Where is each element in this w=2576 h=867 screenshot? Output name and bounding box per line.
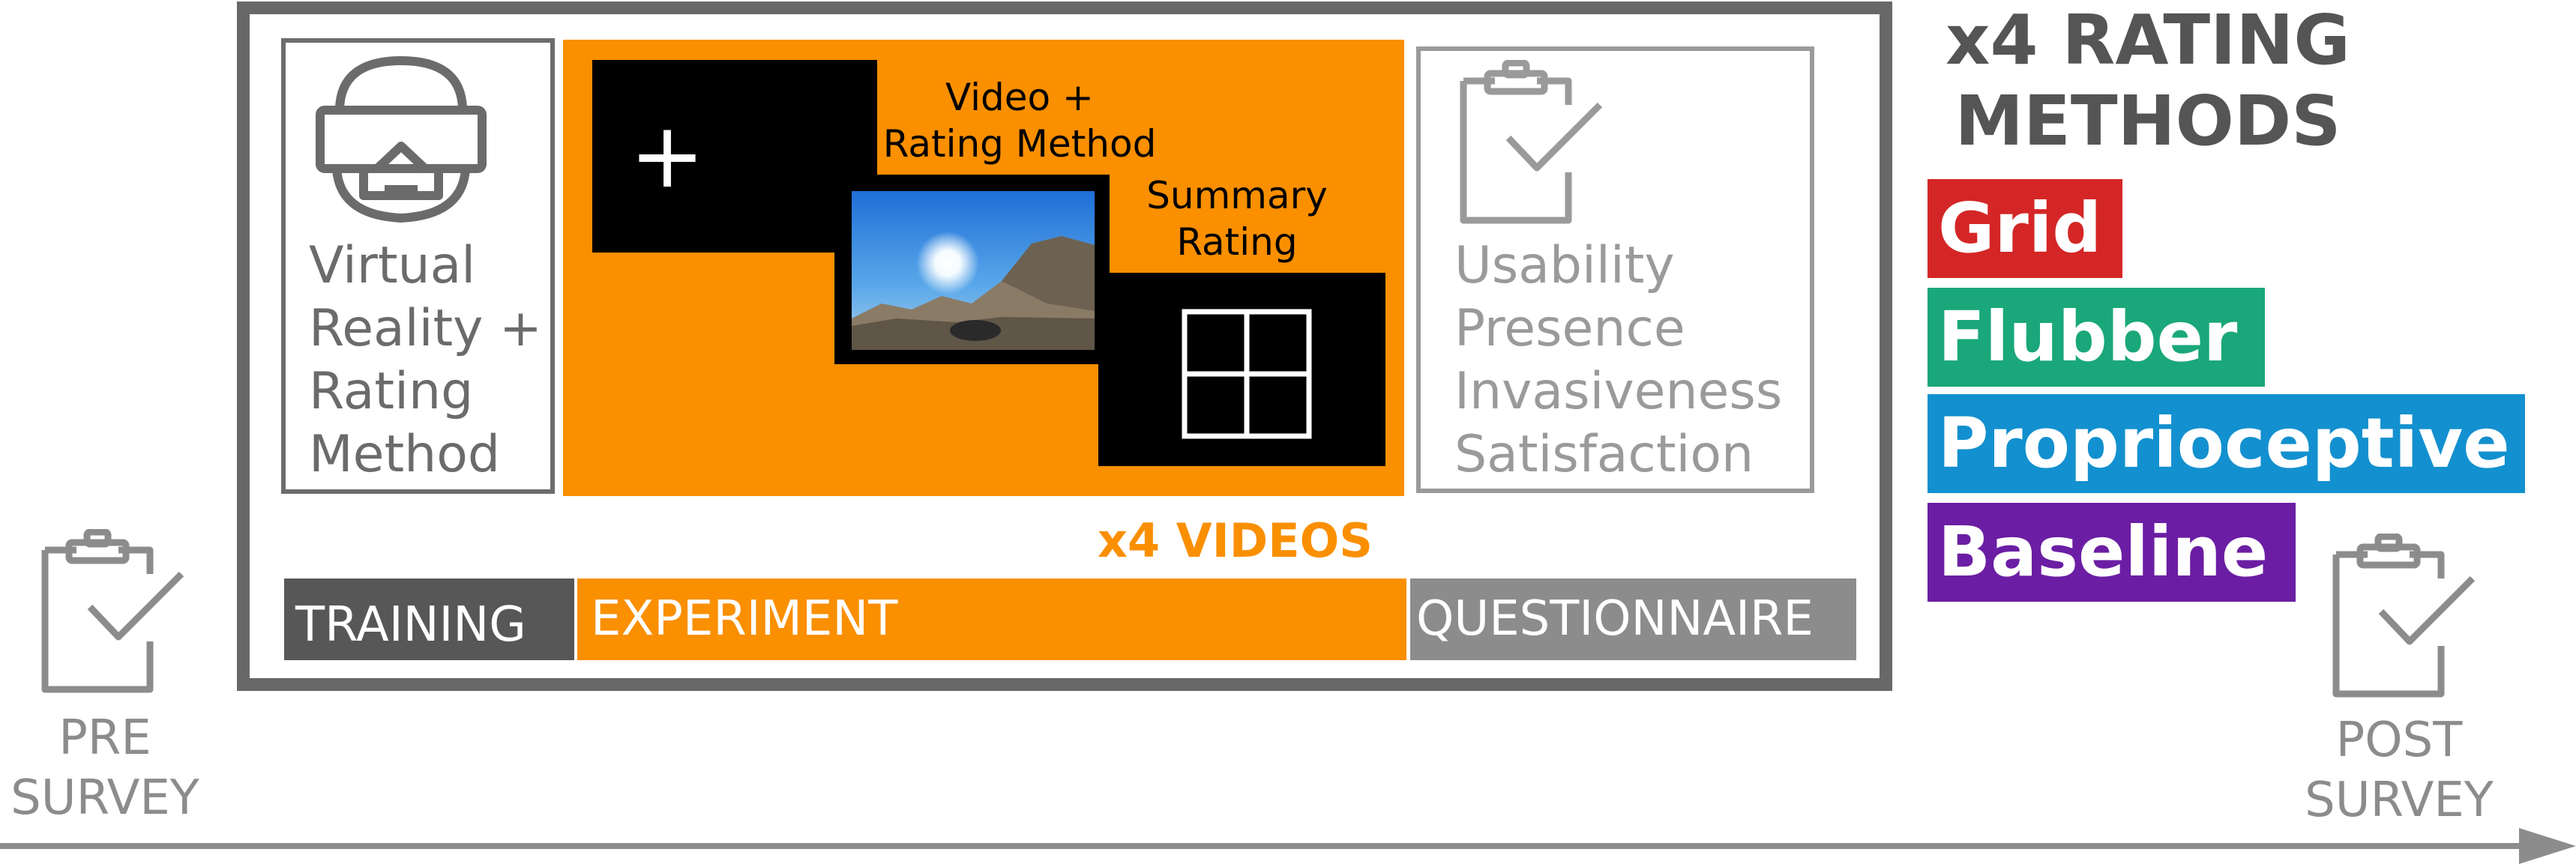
post-survey-clipboard-icon <box>2332 534 2476 698</box>
questionnaire-item: Usability <box>1454 236 1675 295</box>
video-caption: Video + Rating Method <box>877 74 1162 167</box>
questionnaire-panel <box>1416 46 1814 493</box>
phase-experiment: EXPERIMENT <box>577 578 1406 660</box>
questionnaire-item: Satisfaction <box>1454 425 1754 484</box>
phase-training: TRAINING <box>284 578 574 660</box>
questionnaire-item: Presence <box>1454 299 1685 358</box>
pre-survey-line: SURVEY <box>10 770 199 826</box>
questionnaire-item: Invasiveness <box>1454 362 1783 421</box>
summary-caption-line: Summary <box>1146 174 1328 217</box>
method-baseline: Baseline <box>1928 503 2296 602</box>
training-panel <box>281 38 555 494</box>
summary-caption-line: Rating <box>1176 220 1298 264</box>
mountain-landscape-thumbnail <box>852 191 1095 350</box>
rating-methods-title-line: x4 RATING <box>1945 0 2350 80</box>
grid-icon <box>1182 309 1312 439</box>
post-survey-line: SURVEY <box>2305 773 2494 828</box>
training-label-line: Reality + <box>309 299 542 358</box>
vr-headset-icon <box>316 56 487 223</box>
fixation-screen <box>592 60 877 253</box>
training-label-line: Method <box>309 425 501 484</box>
training-label: Virtual Reality + Rating Method <box>309 235 542 486</box>
post-survey-line: POST <box>2335 713 2463 768</box>
summary-caption: Summary Rating <box>1132 172 1342 265</box>
video-caption-line: Rating Method <box>882 122 1157 166</box>
training-label-line: Virtual <box>309 236 476 295</box>
video-caption-line: Video + <box>945 76 1094 119</box>
method-proprioceptive: Proprioceptive <box>1928 394 2525 493</box>
phase-questionnaire: QUESTIONNAIRE <box>1410 578 1856 660</box>
training-label-line: Rating <box>309 362 474 421</box>
pre-survey-label: PRE SURVEY <box>0 708 210 828</box>
pre-survey-line: PRE <box>58 710 151 766</box>
rating-methods-title: x4 RATING METHODS <box>1916 0 2380 162</box>
post-survey-label: POST SURVEY <box>2290 710 2508 830</box>
pre-survey-clipboard-icon <box>41 529 184 693</box>
study-session-frame <box>237 1 1892 691</box>
video-repeat-label: x4 VIDEOS <box>1098 513 1373 568</box>
method-flubber: Flubber <box>1928 288 2265 387</box>
clipboard-check-icon <box>1460 60 1603 224</box>
rating-methods-title-line: METHODS <box>1954 81 2341 161</box>
method-grid: Grid <box>1928 179 2122 278</box>
questionnaire-items: Usability Presence Invasiveness Satisfac… <box>1454 235 1782 486</box>
fixation-cross: + <box>629 104 705 208</box>
